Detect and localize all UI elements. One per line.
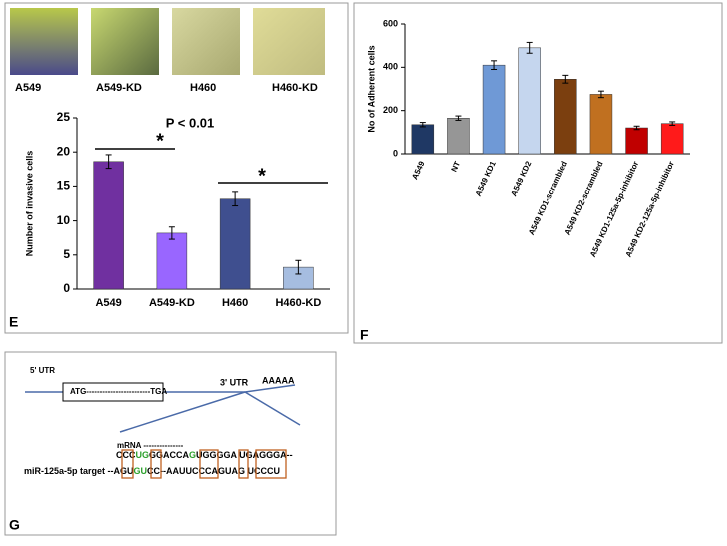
y-axis-label: Number of invasive cells: [24, 151, 34, 257]
x-tick-label: A549-KD: [149, 297, 195, 309]
chart-title: P < 0.01: [166, 115, 215, 130]
x-tick-label: H460: [222, 297, 248, 309]
x-tick-label: A549 KD2-scrambled: [563, 160, 605, 236]
target-sequence: miR-125a-5p target --AGUGUCC--AAUUCCCAGU…: [24, 466, 280, 476]
polya-label: AAAAA: [262, 375, 295, 385]
panel-label: F: [360, 327, 369, 343]
y-tick-label: 600: [383, 18, 398, 28]
y-tick-label: 5: [63, 247, 70, 261]
utr-label: 5' UTR: [30, 366, 55, 375]
bar: [156, 232, 188, 290]
mrna-sequence: CCCUGGGACCAGUGGGGA UGAGGGA--: [116, 450, 293, 460]
mrna-label: mRNA ---------------: [117, 441, 184, 450]
bar: [482, 64, 506, 155]
photo-label: H460-KD: [272, 82, 318, 94]
error-bar: [419, 122, 426, 128]
cds-label: ATG------------------------TGA: [70, 387, 167, 396]
error-bar: [295, 259, 302, 275]
sequence-part: UGGGGA UGAGGGA--: [196, 450, 293, 460]
photo-label: A549: [15, 82, 41, 94]
annotation: *: [156, 130, 164, 152]
panel-e-frame: [4, 2, 349, 334]
x-tick-label: A549: [95, 297, 121, 309]
error-bar: [168, 226, 175, 240]
x-tick-label: A549: [410, 159, 426, 181]
sequence-part: UG: [136, 450, 150, 460]
bar: [660, 123, 684, 155]
y-axis-label: No of Adherent cells: [366, 45, 376, 132]
y-tick-label: 10: [57, 213, 71, 227]
panel-label: E: [9, 314, 18, 330]
sequence-part: GGACCA: [149, 450, 189, 460]
error-bar: [669, 121, 676, 126]
mrna-line: [244, 384, 296, 393]
x-tick-label: H460-KD: [275, 297, 321, 309]
error-bar: [633, 125, 640, 131]
y-tick-label: 15: [57, 179, 71, 193]
y-tick-label: 20: [57, 144, 71, 158]
panel-label: G: [9, 517, 20, 533]
photo: [253, 8, 325, 75]
x-tick-label: A549 KD1: [474, 159, 498, 197]
bar: [411, 124, 435, 155]
bar: [219, 198, 251, 290]
y-tick-label: 0: [393, 148, 398, 158]
zoom-line: [119, 391, 246, 433]
error-bar: [232, 191, 239, 207]
error-bar: [105, 154, 112, 170]
y-tick-label: 400: [383, 62, 398, 72]
annotation: *: [258, 165, 266, 187]
error-bar: [562, 74, 569, 84]
y-tick-label: 0: [63, 281, 70, 295]
x-tick-label: A549 KD1-scrambled: [527, 160, 569, 236]
photo-label: A549-KD: [96, 82, 142, 94]
zoom-line: [244, 391, 301, 426]
utr-label: 3' UTR: [220, 377, 249, 387]
y-tick-label: 200: [383, 105, 398, 115]
cds-box: [62, 382, 164, 402]
error-bar: [597, 90, 604, 99]
sequence-part: G: [189, 450, 196, 460]
sequence-part: GU: [134, 466, 148, 476]
error-bar: [491, 60, 498, 70]
error-bar: [526, 41, 533, 54]
photo: [172, 8, 240, 75]
bar: [518, 47, 541, 155]
bar: [625, 127, 648, 155]
pairing-boxes: [121, 449, 287, 479]
x-tick-label: A549 KD2: [509, 159, 533, 197]
bar: [93, 161, 124, 290]
photo-label: H460: [190, 82, 216, 94]
bar: [589, 94, 613, 155]
y-tick-label: 25: [57, 110, 71, 124]
sequence-part: CCC: [116, 450, 136, 460]
panel-f-frame: [353, 2, 723, 344]
x-tick-label: NT: [449, 160, 462, 174]
photo: [91, 8, 159, 75]
error-bar: [455, 115, 462, 121]
sequence-part: miR-125a-5p target --AGU: [24, 466, 134, 476]
bar: [554, 79, 577, 155]
photo: [10, 8, 78, 75]
panel-g-frame: [4, 351, 337, 536]
bar: [447, 118, 470, 155]
sequence-part: CC--AAUUCCCAGUAG UCCCU: [147, 466, 280, 476]
